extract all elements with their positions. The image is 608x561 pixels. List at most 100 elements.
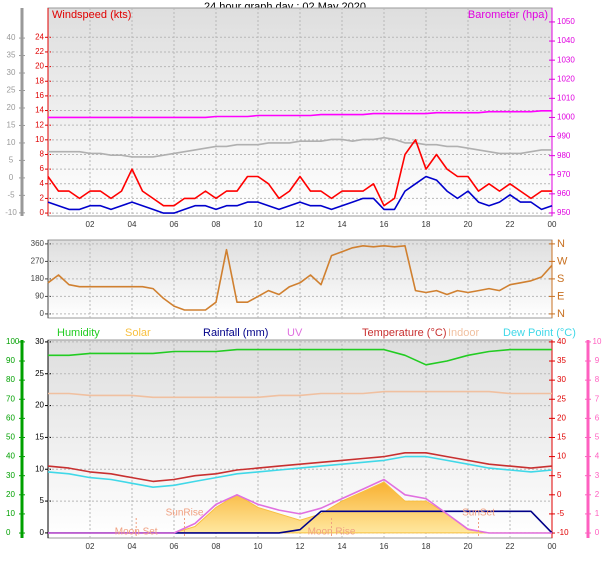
legend-entry: Dew Point (°C) <box>503 327 576 339</box>
axis-title: Windspeed (kts) <box>52 9 131 21</box>
y-tick-label: 20 <box>7 103 16 112</box>
x-tick-label: 22 <box>506 220 515 229</box>
y-tick-label: 8 <box>595 375 600 384</box>
legend-entry: UV <box>287 327 303 339</box>
y-tick-label: 0 <box>40 309 45 318</box>
y-tick-label: 10 <box>35 464 44 473</box>
x-tick-label: 20 <box>464 220 473 229</box>
y-tick-label: 24 <box>35 32 44 41</box>
y-tick-label: 4 <box>595 452 600 461</box>
y-tick-label: 30 <box>6 471 15 480</box>
y-tick-label: 1000 <box>557 113 575 122</box>
y-tick-label: 10 <box>557 452 566 461</box>
y-tick-label: 5 <box>595 433 600 442</box>
y-tick-label: 2 <box>595 490 600 499</box>
y-tick-label: 100 <box>6 337 20 346</box>
y-tick-label: 40 <box>557 337 566 346</box>
y-tick-label: 90 <box>6 356 15 365</box>
y-tick-label: 0 <box>557 490 562 499</box>
legend-entry: Indoor <box>448 327 480 339</box>
legend-entry: Humidity <box>57 327 100 339</box>
series-line <box>48 110 552 119</box>
y-tick-label: 40 <box>6 452 15 461</box>
y-tick-label: 0 <box>6 528 11 537</box>
y-tick-label: E <box>557 290 564 302</box>
y-tick-label: 50 <box>6 433 15 442</box>
x-tick-label: 06 <box>170 542 179 551</box>
series-line <box>47 139 552 207</box>
series-line <box>47 452 553 483</box>
y-tick-label: 990 <box>557 132 571 141</box>
y-tick-label: 20 <box>35 401 44 410</box>
y-tick-label: 20 <box>6 490 15 499</box>
series-line <box>48 136 552 158</box>
y-tick-label: -5 <box>7 190 15 199</box>
y-tick-label: 14 <box>35 106 44 115</box>
y-tick-label: 970 <box>557 170 571 179</box>
y-tick-label: 40 <box>7 33 16 42</box>
y-tick-label: 960 <box>557 189 571 198</box>
legend-entry: Temperature (°C) <box>362 327 446 339</box>
y-tick-label: 270 <box>31 257 45 266</box>
y-tick-label: 180 <box>31 274 45 283</box>
y-tick-label: 4 <box>40 179 45 188</box>
axis-title: Barometer (hpa) <box>468 9 548 21</box>
y-tick-label: 980 <box>557 151 571 160</box>
y-tick-label: 1030 <box>557 55 575 64</box>
x-tick-label: 16 <box>380 542 389 551</box>
y-tick-label: 35 <box>557 356 566 365</box>
y-tick-label: 0 <box>40 528 45 537</box>
y-tick-label: 30 <box>557 375 566 384</box>
y-tick-label: 35 <box>7 51 16 60</box>
x-tick-label: 06 <box>170 220 179 229</box>
y-tick-label: S <box>557 273 564 285</box>
annotation: SunRise <box>166 508 204 519</box>
y-tick-label: 10 <box>6 509 15 518</box>
x-tick-label: 12 <box>296 220 305 229</box>
y-tick-label: 1050 <box>557 17 575 26</box>
x-tick-label: 08 <box>212 220 221 229</box>
y-tick-label: 15 <box>7 121 16 130</box>
y-tick-label: 3 <box>595 471 600 480</box>
y-tick-label: 25 <box>557 394 566 403</box>
x-tick-label: 00 <box>548 542 557 551</box>
y-tick-label: 20 <box>35 62 44 71</box>
y-tick-label: 7 <box>595 394 600 403</box>
series-line <box>48 348 552 366</box>
y-tick-label: 1020 <box>557 74 575 83</box>
y-tick-label: N <box>557 308 565 320</box>
x-tick-label: 00 <box>548 220 557 229</box>
y-tick-label: 6 <box>40 164 45 173</box>
y-tick-label: 30 <box>7 68 16 77</box>
y-tick-label: 950 <box>557 208 571 217</box>
y-tick-label: 2 <box>40 194 45 203</box>
x-tick-label: 02 <box>86 220 95 229</box>
x-tick-label: 08 <box>212 542 221 551</box>
series-line <box>47 245 553 311</box>
y-tick-label: 6 <box>595 413 600 422</box>
y-tick-label: 9 <box>595 356 600 365</box>
y-tick-label: 0 <box>595 528 600 537</box>
x-tick-label: 18 <box>422 220 431 229</box>
y-tick-label: 25 <box>35 369 44 378</box>
series-line <box>47 455 553 488</box>
x-tick-label: 14 <box>338 220 347 229</box>
y-tick-label: 90 <box>35 292 44 301</box>
y-tick-label: 15 <box>557 433 566 442</box>
y-tick-label: 0 <box>40 208 45 217</box>
y-tick-label: -10 <box>5 208 17 217</box>
y-tick-label: 0 <box>9 173 14 182</box>
y-tick-label: -10 <box>557 528 569 537</box>
x-tick-label: 14 <box>338 542 347 551</box>
y-tick-label: 1010 <box>557 93 575 102</box>
y-tick-label: 15 <box>35 433 44 442</box>
y-tick-label: 8 <box>40 150 45 159</box>
y-tick-label: 1 <box>595 509 600 518</box>
y-tick-label: 25 <box>7 86 16 95</box>
y-tick-label: 12 <box>35 120 44 129</box>
series-line <box>47 175 553 214</box>
y-tick-label: W <box>557 255 568 267</box>
y-tick-label: 1040 <box>557 36 575 45</box>
annotation: Moon Set <box>115 527 158 538</box>
